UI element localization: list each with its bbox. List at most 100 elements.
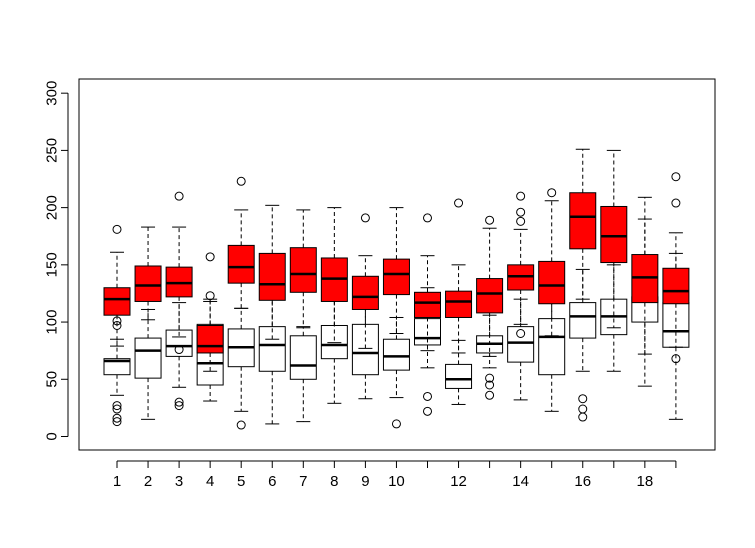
box-body — [382, 258, 410, 296]
outlier-point — [671, 172, 681, 182]
box-3 — [165, 226, 193, 338]
y-tick-label: 50 — [44, 371, 61, 388]
outlier-point — [174, 397, 184, 407]
box-17 — [600, 149, 628, 329]
outlier-point — [516, 207, 526, 217]
box-19 — [662, 172, 690, 348]
x-tick-label: 3 — [175, 473, 183, 490]
x-tick-label: 7 — [299, 473, 307, 490]
x-tick-label: 2 — [144, 473, 152, 490]
box-body — [351, 275, 379, 310]
plot-frame — [78, 78, 716, 451]
outlier-point — [174, 401, 184, 411]
outlier-point — [112, 404, 122, 414]
box-body — [382, 338, 410, 371]
y-tick-label: 150 — [44, 252, 61, 277]
box-8 — [320, 298, 348, 404]
box-body — [134, 337, 162, 379]
x-tick-label: 16 — [574, 473, 591, 490]
box-body — [227, 244, 255, 284]
y-tick-label: 0 — [44, 432, 61, 440]
outlier-point — [547, 188, 557, 198]
red-box-series — [103, 148, 690, 387]
box-11 — [414, 255, 441, 352]
box-16 — [569, 148, 597, 300]
box-series — [103, 148, 690, 430]
y-tick-label: 300 — [44, 81, 61, 106]
outlier-point — [112, 224, 122, 234]
box-9 — [351, 255, 379, 349]
box-14 — [507, 298, 535, 401]
box-1 — [103, 316, 131, 427]
box-12 — [445, 198, 473, 405]
outlier-point — [236, 420, 246, 430]
box-body — [196, 324, 224, 354]
box-13 — [476, 215, 504, 357]
outlier-point — [578, 404, 588, 414]
y-tick-label: 250 — [44, 138, 61, 163]
outlier-point — [516, 191, 526, 201]
box-5 — [227, 307, 255, 430]
box-4 — [196, 252, 224, 372]
box-body — [600, 205, 628, 264]
box-6 — [258, 204, 286, 340]
x-tick-label: 1 — [113, 473, 121, 490]
box-2 — [134, 226, 162, 321]
box-body — [289, 247, 317, 293]
outlier-point — [485, 380, 495, 390]
box-body — [258, 326, 286, 372]
outlier-point — [485, 373, 495, 383]
outlier-point — [578, 394, 588, 404]
box-body — [103, 358, 131, 376]
outlier-point — [671, 198, 681, 208]
x-tick-label: 14 — [512, 473, 529, 490]
outlier-point — [236, 176, 246, 186]
box-body — [476, 278, 504, 314]
outlier-point — [516, 216, 526, 226]
outlier-point — [578, 412, 588, 422]
box-body — [538, 260, 566, 305]
x-tick-label: 6 — [268, 473, 276, 490]
box-8 — [320, 207, 348, 344]
y-tick-label: 200 — [44, 195, 61, 220]
x-axis: 1 2 3 4 5 6 7 8 9 10 12 14 16 18 — [113, 460, 677, 490]
outlier-point — [112, 401, 122, 411]
box-2 — [134, 308, 162, 420]
box-body — [134, 265, 162, 302]
x-tick-label: 9 — [361, 473, 369, 490]
outlier-point — [205, 252, 215, 262]
box-body — [414, 291, 441, 318]
x-tick-label: 5 — [237, 473, 245, 490]
x-tick-label: 12 — [450, 473, 467, 490]
outlier-point — [174, 191, 184, 201]
box-5 — [227, 176, 255, 309]
box-10 — [382, 316, 410, 429]
box-18 — [631, 196, 659, 387]
box-15 — [538, 188, 566, 337]
outlier-point — [454, 198, 464, 208]
box-body — [569, 302, 597, 339]
box-body — [662, 267, 690, 305]
outlier-point — [360, 213, 370, 223]
box-body — [258, 252, 286, 301]
y-axis: 0 50 100 150 200 250 300 — [44, 81, 69, 441]
outlier-point — [423, 406, 432, 416]
box-body — [569, 192, 597, 250]
box-6 — [258, 289, 286, 425]
box-1 — [103, 224, 131, 347]
outlier-point — [485, 215, 495, 225]
x-tick-label: 10 — [388, 473, 405, 490]
outlier-point — [423, 391, 432, 401]
box-body — [507, 326, 535, 363]
box-7 — [289, 326, 317, 423]
box-body — [445, 290, 473, 318]
outlier-point — [174, 345, 184, 355]
outlier-point — [423, 213, 432, 223]
box-14 — [507, 191, 535, 325]
outlier-point — [671, 354, 681, 364]
x-tick-label: 18 — [637, 473, 654, 490]
y-tick-label: 100 — [44, 310, 61, 335]
box-body — [103, 287, 131, 316]
box-10 — [382, 207, 410, 335]
box-3 — [165, 191, 193, 411]
